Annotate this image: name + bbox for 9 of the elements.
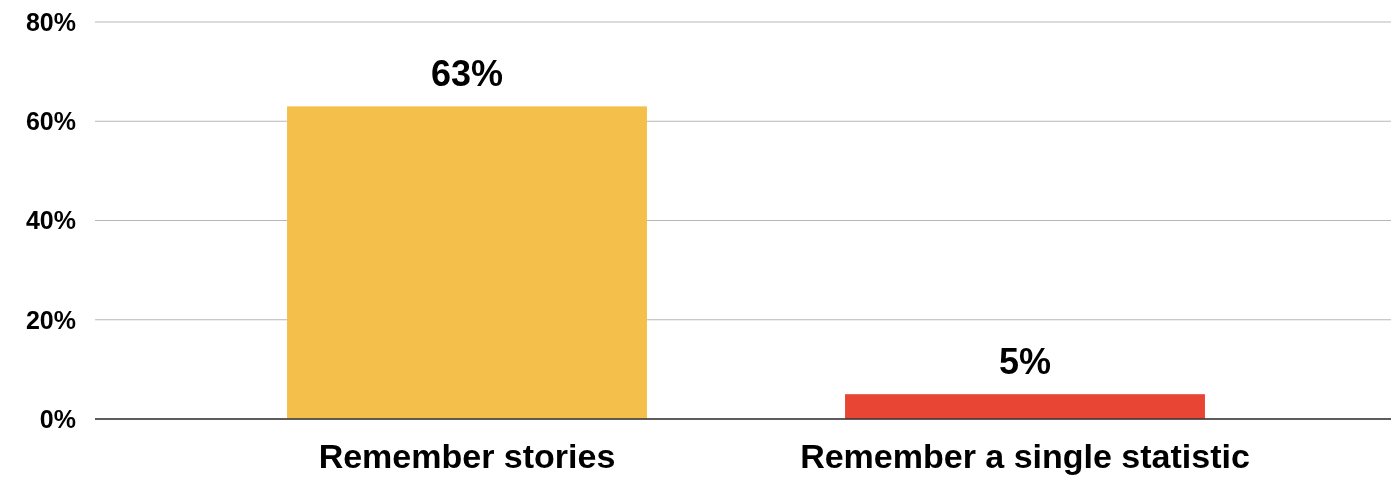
data-label: 5%: [998, 341, 1052, 383]
data-label: 63%: [430, 53, 504, 95]
y-tick-label: 40%: [25, 206, 76, 235]
x-tick-label: Remember a single statistic: [800, 437, 1250, 475]
x-tick-label: Remember stories: [318, 437, 616, 475]
y-tick-label: 60%: [25, 107, 76, 135]
y-tick-label: 80%: [25, 7, 76, 36]
y-tick-label: 20%: [25, 305, 76, 334]
y-tick-label: 0%: [39, 404, 76, 433]
